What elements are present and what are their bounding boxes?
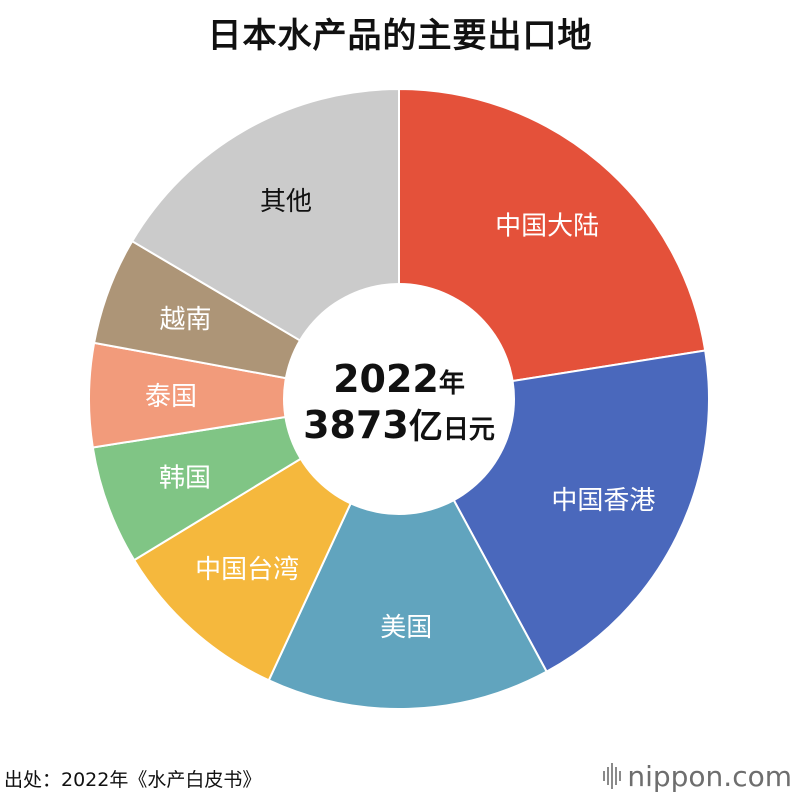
center-hole [283, 283, 515, 515]
brand-logo: nippon.com [603, 758, 792, 794]
brand-name: nippon [627, 759, 724, 793]
center-year-unit: 年 [439, 368, 465, 399]
slice-label-5: 韩国 [159, 464, 211, 494]
center-year-number: 2022 [333, 357, 439, 401]
pie-slice-3 [267, 396, 548, 710]
center-total-number: 3873 [303, 403, 409, 447]
center-total: 3873亿日元 [303, 403, 495, 447]
slice-label-6: 泰国 [145, 382, 197, 412]
slice-label-8: 其他 [260, 187, 312, 217]
sound-bars-icon [603, 763, 622, 789]
slice-label-3: 美国 [380, 613, 432, 643]
slice-label-2: 中国香港 [551, 486, 655, 516]
brand-suffix: .com [723, 759, 792, 793]
chart-title: 日本水产品的主要出口地 [207, 16, 593, 56]
slice-label-1: 中国大陆 [495, 212, 599, 242]
center-year: 2022年 [333, 357, 465, 401]
center-total-currency: 日元 [443, 415, 495, 445]
slice-label-7: 越南 [159, 305, 211, 335]
slice-label-4: 中国台湾 [195, 555, 299, 585]
center-total-unit: 亿 [409, 407, 443, 447]
source-note: 出处：2022年《水产白皮书》 [4, 769, 262, 791]
